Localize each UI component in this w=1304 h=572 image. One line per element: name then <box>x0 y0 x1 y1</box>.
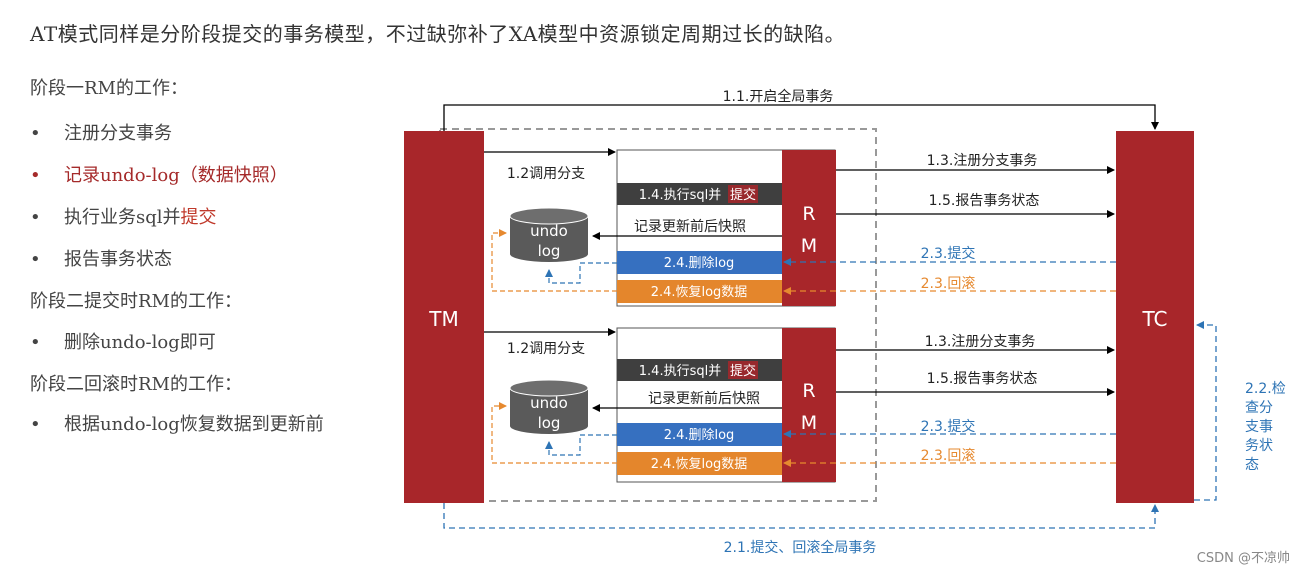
bullet-icon: • <box>30 123 41 144</box>
exec-sql-accent-bg <box>728 361 758 379</box>
phase2-title: 阶段二提交时RM的工作： <box>30 291 242 312</box>
delete-log-arrow <box>545 262 617 284</box>
restore-log-arrow <box>491 229 617 292</box>
phase1-title: 阶段一RM的工作： <box>30 78 188 99</box>
check-status-arrow <box>1194 321 1217 501</box>
rm-block <box>782 328 836 482</box>
global-commit-label: 2.1.提交、回滚全局事务 <box>724 539 877 556</box>
global-commit-arrow <box>443 503 1159 529</box>
phase3-title: 阶段二回滚时RM的工作： <box>30 374 242 395</box>
phase1-item-label: 注册分支事务 <box>64 123 172 144</box>
phase1-item-label: 执行业务sql并 <box>64 207 181 228</box>
delete-log-arrow <box>545 434 617 456</box>
tc-label: TC <box>1141 307 1167 331</box>
bullet-icon: • <box>30 249 41 270</box>
phase3-item: • 根据undo-log恢复数据到更新前 <box>30 410 324 436</box>
bullet-icon: • <box>30 207 41 228</box>
rm-label: R <box>802 380 815 402</box>
rm-label: M <box>801 412 817 434</box>
delete-log-box <box>617 423 782 446</box>
report-status-label: 1.5.报告事务状态 <box>929 193 1040 209</box>
phase2-item: • 删除undo-log即可 <box>30 328 216 354</box>
restore-log-arrow <box>491 402 617 464</box>
register-branch-label: 1.3.注册分支事务 <box>925 334 1036 350</box>
phase3-item-label: 根据undo-log恢复数据到更新前 <box>64 414 324 435</box>
phase2-item-label: 删除undo-log即可 <box>64 332 216 353</box>
rm-label: R <box>802 203 815 225</box>
undo-log-cylinder: undo log <box>509 379 589 434</box>
undo-log-cylinder: undo log <box>509 207 589 262</box>
headline: AT模式同样是分阶段提交的事务模型，不过缺弥补了XA模型中资源锁定周期过长的缺陷… <box>30 22 846 46</box>
svg-text:log: log <box>538 242 561 260</box>
bullet-icon: • <box>30 332 41 353</box>
exec-sql-accent-label: 提交 <box>730 187 756 203</box>
call-branch-label: 1.2调用分支 <box>507 341 585 357</box>
record-snapshot-label: 记录更新前后快照 <box>648 390 760 407</box>
phase1-item-label: 报告事务状态 <box>64 249 172 270</box>
phase1-item: • 报告事务状态 <box>30 245 172 271</box>
svg-text:undo: undo <box>530 222 568 240</box>
svg-text:undo: undo <box>530 394 568 412</box>
report-status-label: 1.5.报告事务状态 <box>927 371 1038 387</box>
restore-log-label: 2.4.恢复log数据 <box>651 285 748 300</box>
phase1-item: • 记录undo-log（数据快照） <box>30 161 288 187</box>
delete-log-label: 2.4.删除log <box>664 256 735 271</box>
commit-label: 2.3.提交 <box>921 418 976 435</box>
record-snapshot-label: 记录更新前后快照 <box>634 218 746 235</box>
exec-sql-accent-bg <box>728 185 758 203</box>
phase1-item-label: 记录undo-log（数据快照） <box>64 165 288 186</box>
phase1-item: • 执行业务sql并提交 <box>30 203 217 229</box>
tc-block <box>1116 131 1194 503</box>
call-branch-label: 1.2调用分支 <box>507 166 585 182</box>
tm-label: TM <box>428 307 458 331</box>
svg-text:log: log <box>538 414 561 432</box>
rollback-label: 2.3.回滚 <box>921 447 976 464</box>
restore-log-box <box>617 280 782 303</box>
restore-log-label: 2.4.恢复log数据 <box>651 457 748 472</box>
restore-log-box <box>617 452 782 475</box>
check-status-label: 2.2.检 查分 支事 务状 态 <box>1245 381 1290 473</box>
bullet-icon: • <box>30 414 41 435</box>
start-global-arrow <box>443 104 1159 131</box>
phase1-item: • 注册分支事务 <box>30 119 172 145</box>
watermark: CSDN @不凉帅 <box>1196 551 1290 566</box>
phase1-item-accent: 提交 <box>180 207 217 228</box>
rollback-label: 2.3.回滚 <box>921 275 976 292</box>
rm-label: M <box>801 235 817 257</box>
register-branch-label: 1.3.注册分支事务 <box>927 153 1038 169</box>
delete-log-box <box>617 251 782 274</box>
rm-block <box>782 150 836 306</box>
exec-sql-accent-label: 提交 <box>730 363 756 379</box>
delete-log-label: 2.4.删除log <box>664 428 735 443</box>
bullet-icon: • <box>30 165 41 186</box>
start-global-label: 1.1.开启全局事务 <box>723 88 834 105</box>
commit-label: 2.3.提交 <box>921 245 976 262</box>
tm-block <box>404 131 484 503</box>
